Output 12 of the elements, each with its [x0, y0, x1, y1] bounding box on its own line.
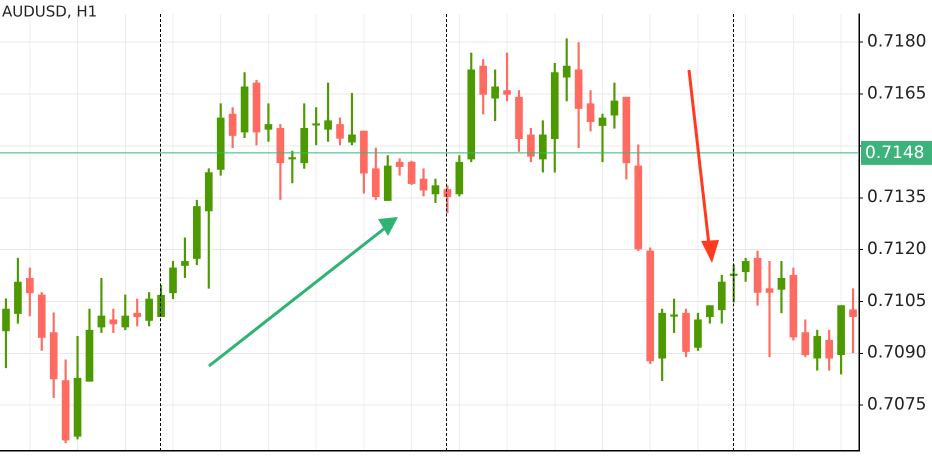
candlestick — [562, 38, 571, 102]
y-tick-label: 0.7120 — [867, 239, 926, 260]
chart-title: AUDUSD, H1 — [2, 2, 98, 20]
y-tick-label: 0.7075 — [867, 394, 926, 415]
y-tick-label: 0.7105 — [867, 290, 926, 311]
y-tick-label: 0.7180 — [867, 32, 926, 52]
candlestick — [288, 150, 296, 184]
y-tick-label: 0.7135 — [867, 187, 926, 208]
y-tick-label: 0.7090 — [867, 342, 926, 363]
ref-line-label: 0.7148 — [865, 143, 924, 164]
y-tick-label: 0.7165 — [867, 83, 926, 104]
candlestick — [133, 298, 142, 326]
